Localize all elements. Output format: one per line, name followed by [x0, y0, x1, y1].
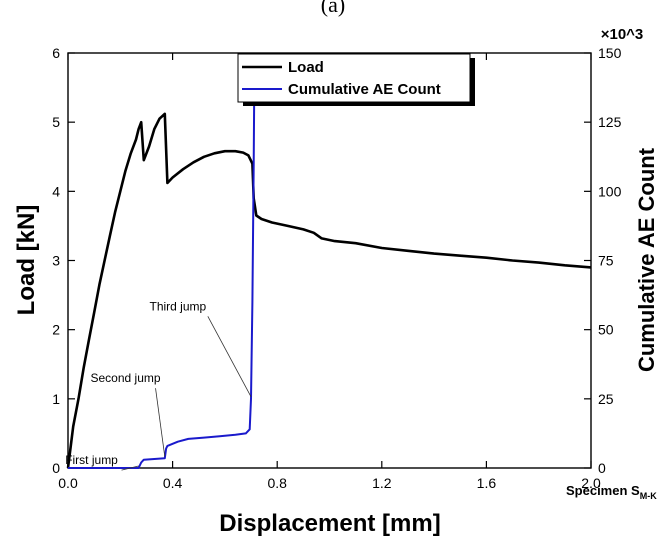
y-right-tick-label: 0 — [598, 460, 606, 476]
y-right-tick-label: 50 — [598, 322, 614, 338]
annotation-label: Third jump — [149, 299, 206, 313]
legend-label-load: Load — [288, 59, 324, 76]
specimen-footnote-main: Specimen S — [566, 483, 640, 498]
legend-label-cumulative-ae-count: Cumulative AE Count — [288, 81, 441, 98]
y-left-tick-label: 6 — [52, 45, 60, 61]
y-left-tick-label: 0 — [52, 460, 60, 476]
annotation-label: Second jump — [91, 371, 161, 385]
annotation-leader — [155, 388, 166, 457]
y-right-tick-label: 100 — [598, 183, 622, 199]
specimen-footnote: Specimen SM-K — [566, 483, 657, 501]
x-axis-ticks: 0.0 0.4 0.8 1.2 1.6 2.0 — [58, 53, 601, 491]
annotation-label: First jump — [65, 453, 118, 467]
y-right-axis-title: Cumulative AE Count — [634, 147, 659, 372]
x-tick-label: 0.4 — [163, 475, 183, 491]
x-tick-label: 1.6 — [477, 475, 497, 491]
specimen-footnote-subscript: M-K — [640, 491, 657, 501]
x-tick-label: 1.2 — [372, 475, 392, 491]
legend-box — [237, 53, 471, 103]
left-axis-ticks: 0 1 2 3 4 5 6 — [52, 45, 75, 476]
annotations: First jump Second jump Third jump — [65, 299, 252, 471]
y-left-tick-label: 4 — [52, 183, 60, 199]
annotation-leader — [207, 316, 252, 398]
x-tick-label: 2.0 — [581, 475, 601, 491]
page-title-partial: (a) — [321, 0, 345, 17]
y-left-tick-label: 2 — [52, 322, 60, 338]
y-right-tick-label: 75 — [598, 253, 614, 269]
x-tick-label: 0.0 — [58, 475, 78, 491]
series-line-load — [66, 112, 592, 469]
y-left-tick-label: 3 — [52, 253, 60, 269]
right-axis-ticks: 0 25 50 75 100 125 150 — [584, 45, 622, 476]
y-left-tick-label: 5 — [52, 114, 60, 130]
x-tick-label: 0.8 — [267, 475, 287, 491]
y-right-tick-label: 125 — [598, 114, 622, 130]
right-axis-multiplier: ×10^3 — [601, 26, 644, 43]
series-line-cumulative-ae-count — [68, 94, 256, 469]
y-left-tick-label: 1 — [52, 391, 60, 407]
y-left-axis-title: Load [kN] — [13, 205, 40, 316]
x-axis-title: Displacement [mm] — [219, 510, 440, 537]
annotation-leader — [121, 465, 139, 471]
y-right-tick-label: 150 — [598, 45, 622, 61]
y-right-tick-label: 25 — [598, 391, 614, 407]
legend: Load Cumulative AE Count — [237, 53, 475, 106]
